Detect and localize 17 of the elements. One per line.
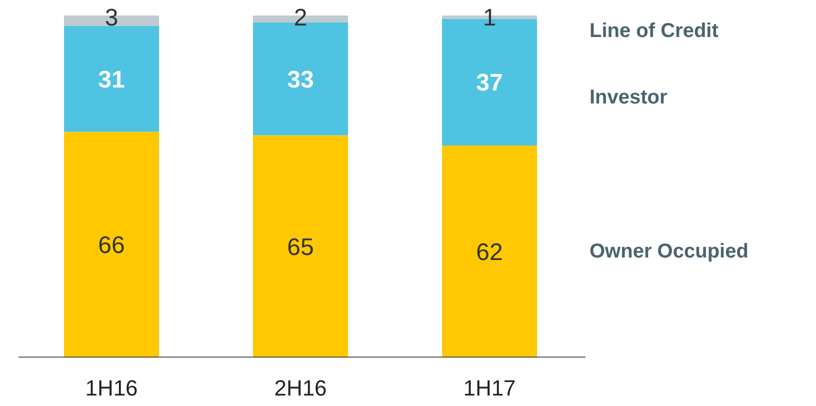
data-label: 33 — [287, 66, 314, 94]
data-label: 66 — [98, 232, 125, 260]
data-label: 62 — [476, 238, 503, 266]
x-tick-label: 2H16 — [274, 376, 327, 400]
x-tick-label: 1H16 — [85, 376, 138, 400]
data-label: 37 — [476, 70, 503, 97]
text: Investor — [590, 86, 668, 109]
data-label: 3 — [104, 4, 118, 32]
bar — [64, 26, 159, 132]
text: Owner Occupied — [590, 240, 748, 262]
bar — [442, 145, 537, 358]
bar — [253, 135, 348, 358]
data-label: 31 — [98, 66, 125, 94]
text: Line of Credit — [590, 20, 719, 42]
data-label: 65 — [287, 234, 314, 261]
bar — [64, 132, 159, 358]
x-tick-label: 1H17 — [463, 376, 516, 400]
